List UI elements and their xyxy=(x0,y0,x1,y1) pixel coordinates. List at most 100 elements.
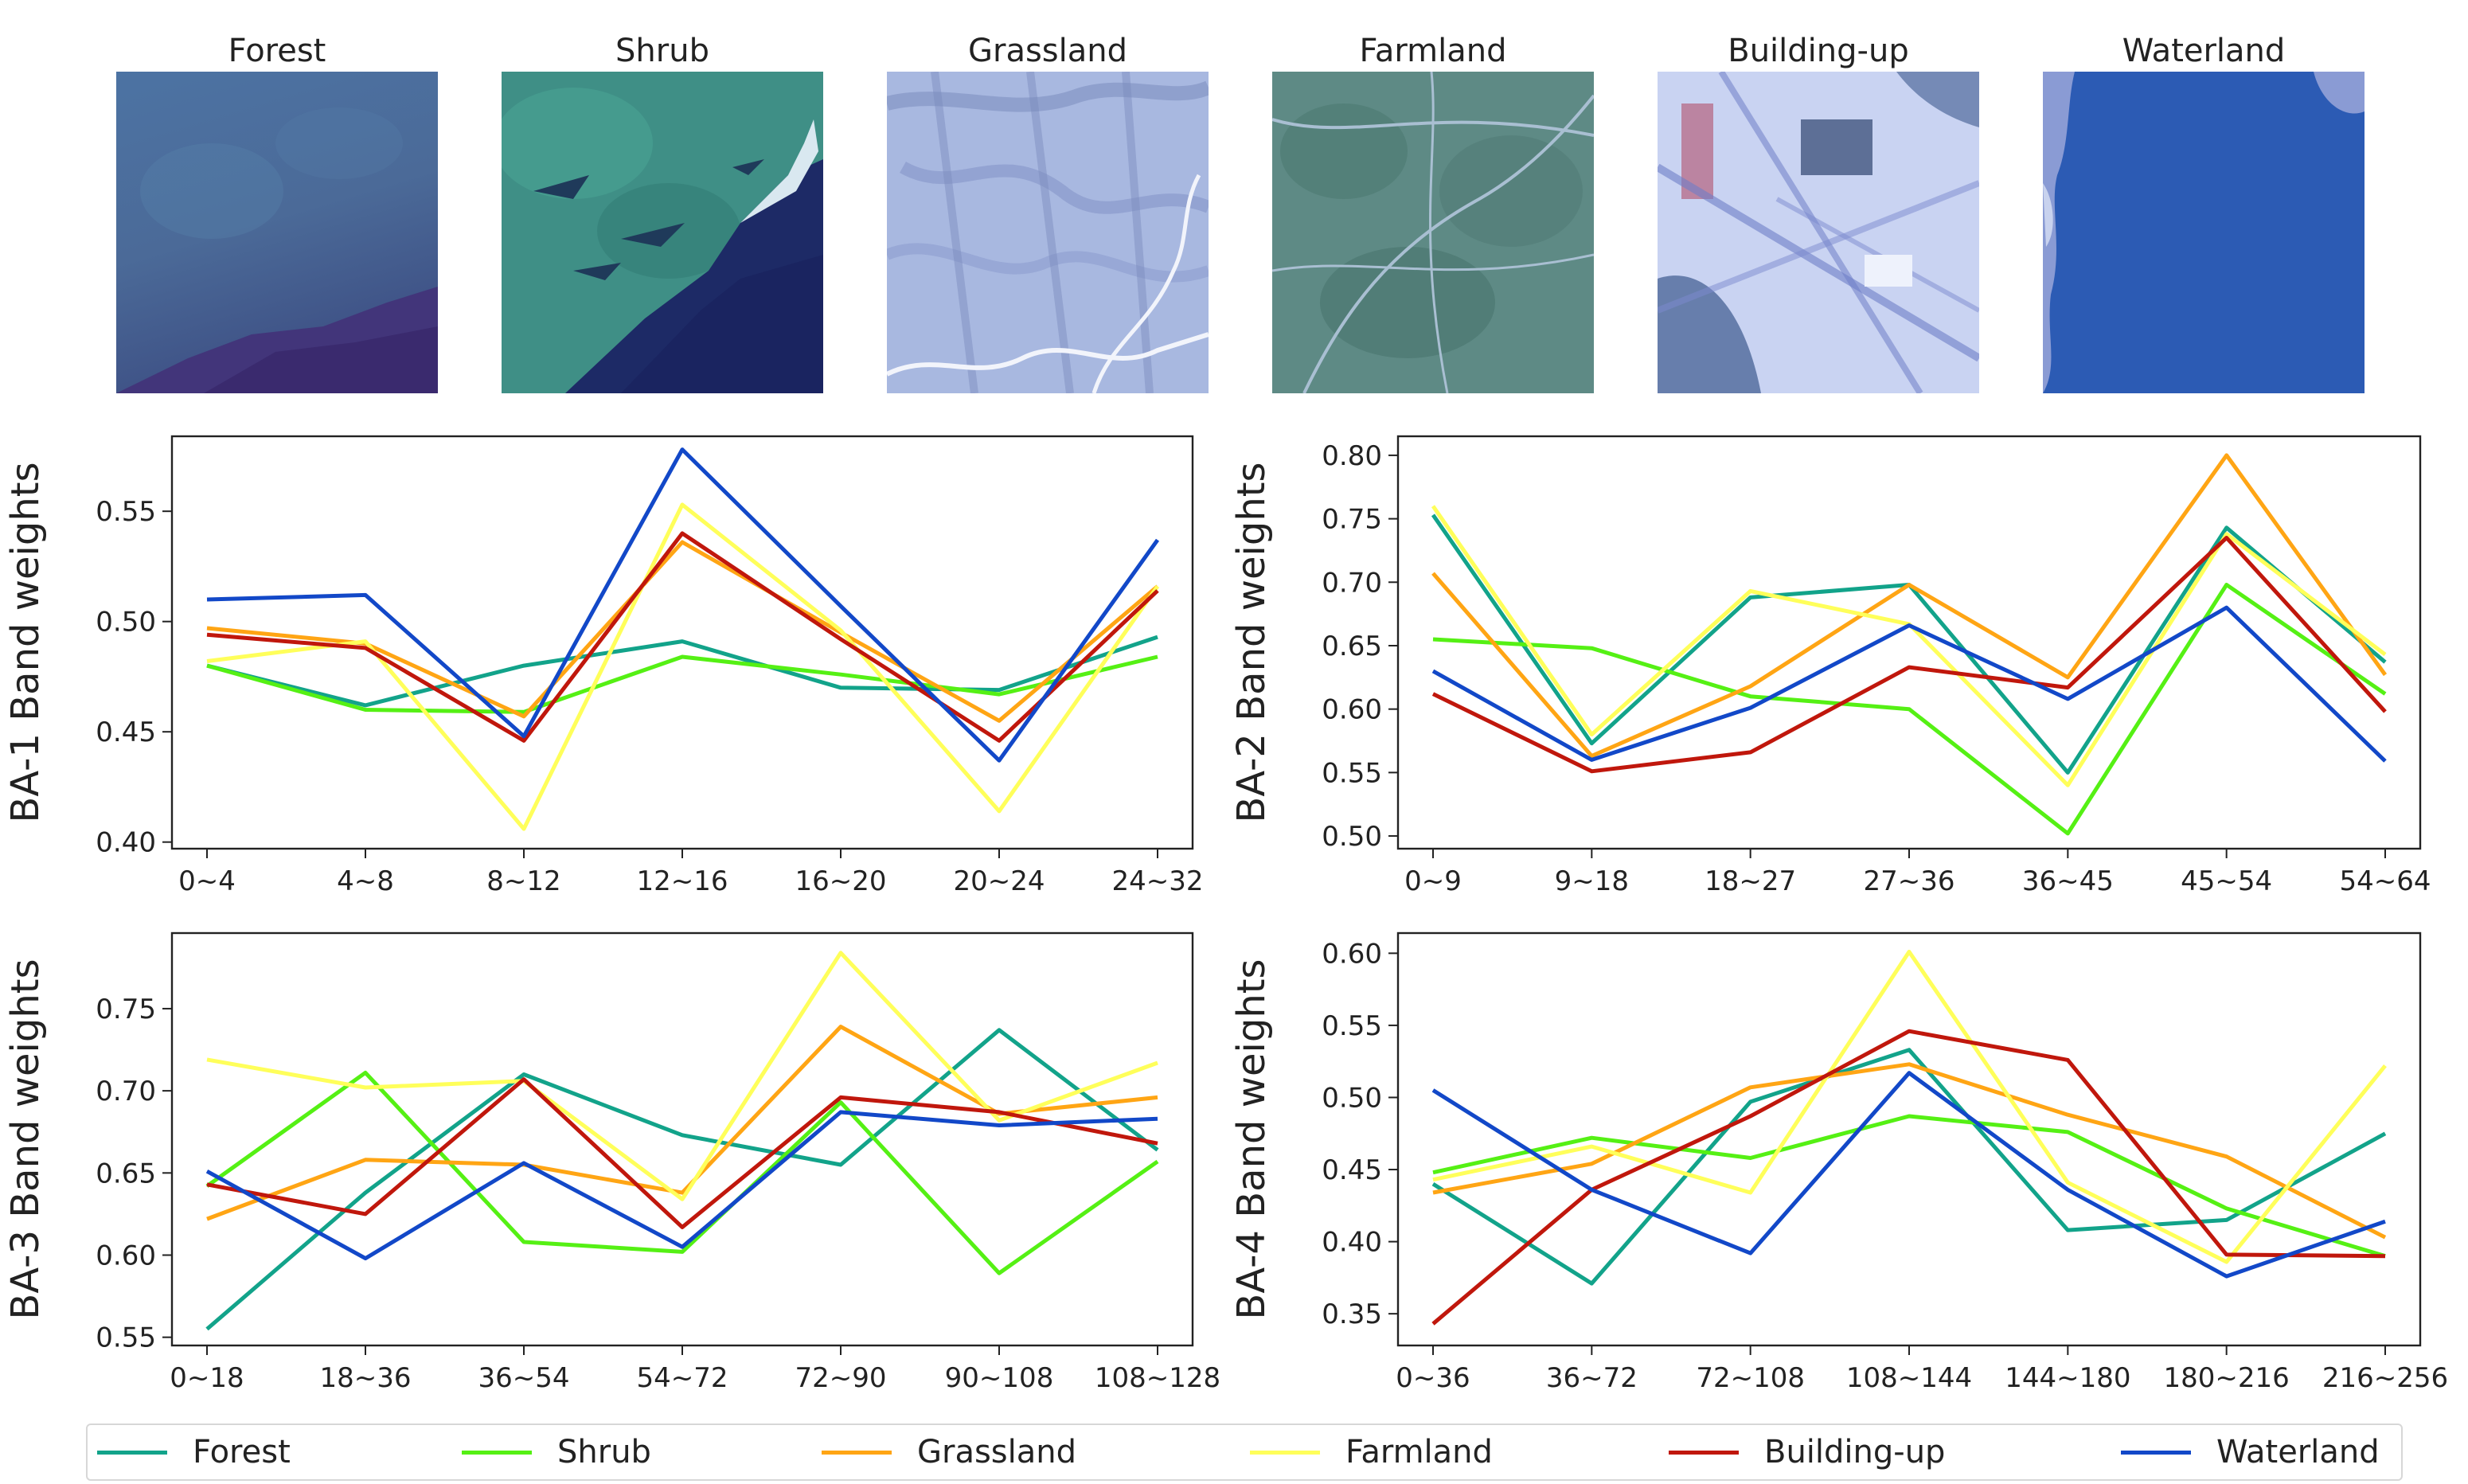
legend-label-building-up: Building-up xyxy=(1764,1434,1946,1470)
ba-3-x-tick-label: 54~72 xyxy=(636,1362,728,1394)
ba-2-series-grassland xyxy=(1431,453,2388,759)
ba-2-x-tick-label: 0~9 xyxy=(1404,865,1462,897)
legend-swatch-shrub xyxy=(462,1450,532,1455)
ba-1-x-tick-label: 8~12 xyxy=(486,865,560,897)
ba-2-x-tick-label: 18~27 xyxy=(1705,865,1796,897)
thumb-title-grassland: Grassland xyxy=(968,33,1127,69)
ba-3-x-tick-label: 90~108 xyxy=(945,1362,1054,1394)
thumb-title-waterland: Waterland xyxy=(2122,33,2286,69)
legend-label-farmland: Farmland xyxy=(1345,1434,1493,1470)
legend-swatch-building-up xyxy=(1669,1450,1739,1455)
waterland-satellite-image xyxy=(2043,72,2365,393)
ba-1-y-tick-label: 0.45 xyxy=(96,717,156,748)
ba-2-x-tick-label: 36~45 xyxy=(2022,865,2114,897)
ba-4-y-tick-label: 0.55 xyxy=(1322,1010,1382,1042)
ba-1-x-tick-label: 4~8 xyxy=(337,865,394,897)
ba-2-x-tick-label: 54~64 xyxy=(2339,865,2431,897)
shrub-satellite-image xyxy=(502,72,823,393)
ba-2-y-tick-label: 0.50 xyxy=(1322,821,1382,853)
thumb-title-building-up: Building-up xyxy=(1728,33,1909,69)
farmland-satellite-image xyxy=(1272,72,1594,393)
ba-4-x-tick-label: 216~256 xyxy=(2322,1362,2448,1394)
ba-3-y-tick-label: 0.75 xyxy=(96,994,156,1025)
legend-swatch-waterland xyxy=(2121,1450,2191,1455)
ba-4-x-tick-label: 36~72 xyxy=(1546,1362,1638,1394)
ba-3-plot-frame xyxy=(170,931,1194,1347)
ba-2-y-tick-label: 0.55 xyxy=(1322,757,1382,789)
thumb-title-farmland: Farmland xyxy=(1359,33,1507,69)
ba-2-x-tick-label: 27~36 xyxy=(1863,865,1954,897)
ba-2-series-waterland xyxy=(1431,605,2387,763)
ba-4-y-tick-label: 0.50 xyxy=(1322,1082,1382,1114)
ba-2-series-building-up xyxy=(1431,536,2387,774)
ba-3-series-waterland xyxy=(205,1110,1158,1261)
legend-label-forest: Forest xyxy=(193,1434,291,1470)
ba-4-x-tick-label: 108~144 xyxy=(1846,1362,1972,1394)
ba-4-y-tick-label: 0.35 xyxy=(1322,1298,1382,1330)
grassland-satellite-image xyxy=(887,72,1209,393)
thumb-title-shrub: Shrub xyxy=(615,33,709,69)
ba-1-series-forest xyxy=(206,635,1158,708)
legend-label-shrub: Shrub xyxy=(557,1434,651,1470)
ba-3-y-tick-label: 0.65 xyxy=(96,1158,156,1189)
ba-4-y-tick-label: 0.40 xyxy=(1322,1227,1382,1259)
ba-3-x-tick-label: 0~18 xyxy=(170,1362,244,1394)
ba-4-y-tick-label: 0.60 xyxy=(1322,938,1382,970)
legend-item-waterland: Waterland xyxy=(2121,1425,2380,1479)
ba-4-series-waterland xyxy=(1431,1071,2386,1279)
ba-2-series-shrub xyxy=(1432,583,2387,836)
ba-1-series-farmland xyxy=(206,502,1160,831)
ba-2-x-tick-label: 9~18 xyxy=(1555,865,1629,897)
legend-swatch-forest xyxy=(97,1450,167,1455)
ba-1-y-tick-label: 0.50 xyxy=(96,607,156,639)
ba-1-series-waterland xyxy=(206,447,1160,763)
ba-1-series-grassland xyxy=(206,540,1159,723)
ba-1-series-shrub xyxy=(206,654,1158,714)
ba-3-y-axis-label: BA-3 Band weights xyxy=(3,959,48,1319)
thumb-title-forest: Forest xyxy=(228,33,326,69)
ba-4-x-tick-label: 72~108 xyxy=(1696,1362,1805,1394)
ba-1-x-tick-label: 0~4 xyxy=(178,865,236,897)
legend-item-building-up: Building-up xyxy=(1669,1425,1945,1479)
ba-3-y-tick-label: 0.55 xyxy=(96,1322,156,1354)
ba-2-y-tick-label: 0.75 xyxy=(1322,504,1382,536)
ba-4-y-axis-label: BA-4 Band weights xyxy=(1229,959,1274,1319)
ba-4-y-tick-label: 0.45 xyxy=(1322,1154,1382,1186)
ba-3-x-tick-label: 18~36 xyxy=(319,1362,411,1394)
ba-1-x-tick-label: 20~24 xyxy=(953,865,1045,897)
ba-4-x-tick-label: 0~36 xyxy=(1396,1362,1470,1394)
ba-2-y-tick-label: 0.80 xyxy=(1322,440,1382,472)
ba-4-series-shrub xyxy=(1432,1114,2386,1259)
legend-label-waterland: Waterland xyxy=(2216,1434,2380,1470)
ba-3-x-tick-label: 108~128 xyxy=(1095,1362,1220,1394)
ba-4-series-forest xyxy=(1431,1048,2387,1286)
building-up-satellite-image xyxy=(1658,72,1979,393)
legend-swatch-grassland xyxy=(822,1450,892,1455)
legend-swatch-farmland xyxy=(1250,1450,1320,1455)
ba-4-x-tick-label: 180~216 xyxy=(2164,1362,2290,1394)
legend-label-grassland: Grassland xyxy=(917,1434,1076,1470)
ba-1-y-tick-label: 0.55 xyxy=(96,496,156,528)
forest-satellite-image xyxy=(116,72,438,393)
ba-2-plot-frame xyxy=(1396,435,2422,850)
ba-4-series-farmland xyxy=(1432,950,2387,1264)
ba-4-plot-frame xyxy=(1396,931,2422,1347)
ba-2-y-axis-label: BA-2 Band weights xyxy=(1229,462,1274,822)
ba-2-x-tick-label: 45~54 xyxy=(2181,865,2272,897)
ba-1-y-axis-label: BA-1 Band weights xyxy=(3,462,48,822)
legend-item-farmland: Farmland xyxy=(1250,1425,1493,1479)
ba-4-series-grassland xyxy=(1432,1062,2387,1240)
ba-2-y-tick-label: 0.60 xyxy=(1322,694,1382,726)
ba-2-y-tick-label: 0.65 xyxy=(1322,631,1382,662)
ba-1-y-tick-label: 0.40 xyxy=(96,827,156,859)
ba-3-x-tick-label: 36~54 xyxy=(478,1362,569,1394)
legend-item-grassland: Grassland xyxy=(822,1425,1076,1479)
ba-1-x-tick-label: 12~16 xyxy=(636,865,728,897)
ba-3-y-tick-label: 0.60 xyxy=(96,1240,156,1271)
ba-2-y-tick-label: 0.70 xyxy=(1322,567,1382,599)
legend: Forest Shrub Grassland Farmland Building… xyxy=(86,1423,2403,1481)
legend-item-forest: Forest xyxy=(97,1425,291,1479)
ba-3-series-farmland xyxy=(206,951,1158,1201)
ba-1-x-tick-label: 16~20 xyxy=(795,865,886,897)
